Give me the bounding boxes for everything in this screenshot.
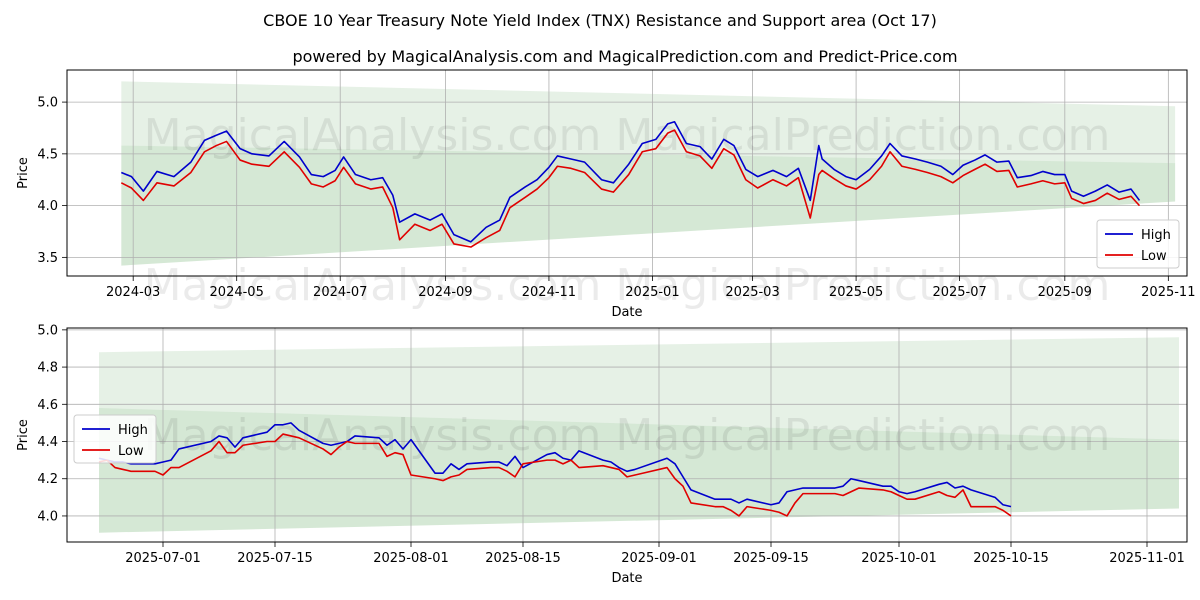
x-tick-label: 2025-09 (1038, 285, 1092, 300)
x-tick-label: 2025-10-15 (973, 551, 1049, 566)
y-tick-label: 4.4 (37, 435, 58, 450)
y-tick-label: 4.0 (37, 199, 58, 214)
y-tick-label: 4.8 (37, 361, 58, 376)
x-tick-label: 2025-07-01 (125, 551, 201, 566)
low-series-line (120, 129, 1141, 248)
y-tick-label: 3.5 (37, 251, 58, 266)
legend-label-low: Low (118, 444, 144, 459)
y-tick-label: 5.0 (37, 323, 58, 338)
legend-label-low: Low (1141, 249, 1167, 264)
high-series-line (98, 422, 1012, 508)
x-tick-label: 2025-11-01 (1109, 551, 1185, 566)
watermark: MagicalAnalysis.com MagicalPrediction.co… (144, 410, 1111, 461)
x-tick-label: 2025-07-15 (237, 551, 313, 566)
x-axis-label: Date (611, 571, 642, 586)
chart-title: CBOE 10 Year Treasury Note Yield Index (… (263, 11, 937, 30)
plot-frame (66, 327, 1188, 543)
legend-label-high: High (118, 423, 148, 438)
legend-label-high: High (1141, 228, 1171, 243)
legend: High Low (73, 414, 157, 464)
x-tick-label: 2025-03 (725, 285, 779, 300)
y-tick-label: 4.5 (37, 147, 58, 162)
x-axis-label: Date (611, 305, 642, 320)
plot-frame (66, 69, 1188, 277)
x-tick-label: 2024-11 (522, 285, 576, 300)
y-tick-label: 4.6 (37, 398, 58, 413)
watermark: MagicalAnalysis.com MagicalPrediction.co… (144, 110, 1111, 161)
x-tick-label: 2025-07 (932, 285, 986, 300)
x-tick-label: 2025-11 (1141, 285, 1195, 300)
x-tick-label: 2024-09 (418, 285, 472, 300)
x-tick-label: 2024-03 (106, 285, 160, 300)
top-panel-chart: 2024-03 2024-05 2024-07 2024-09 2024-11 2025-… (16, 69, 1195, 320)
watermark: MagicalAnalysis.com MagicalPrediction.co… (144, 260, 1111, 311)
y-tick-label: 4.0 (37, 509, 58, 524)
x-tick-label: 2025-10-01 (861, 551, 937, 566)
x-tick-label: 2025-01 (625, 285, 679, 300)
y-axis-label: Price (16, 419, 31, 451)
y-tick-label: 5.0 (37, 96, 58, 111)
x-tick-label: 2025-09-15 (733, 551, 809, 566)
x-tick-label: 2025-08-15 (485, 551, 561, 566)
chart-subtitle: powered by MagicalAnalysis.com and Magic… (292, 47, 957, 66)
x-tick-label: 2024-05 (210, 285, 264, 300)
high-series-line (120, 120, 1141, 243)
bottom-panel-chart: 2025-07-01 2025-07-15 2025-08-01 2025-08-15… (16, 323, 1188, 586)
x-tick-label: 2025-08-01 (373, 551, 449, 566)
y-tick-label: 4.2 (37, 472, 58, 487)
support-area-band (99, 408, 1179, 533)
legend-box (1096, 219, 1180, 269)
legend: High Low (1096, 219, 1180, 269)
y-axis-label: Price (16, 157, 31, 189)
x-tick-label: 2025-05 (829, 285, 883, 300)
low-series-line (98, 433, 1012, 517)
x-tick-label: 2024-07 (313, 285, 367, 300)
legend-box (73, 414, 157, 464)
resistance-area-band (99, 337, 1179, 440)
x-tick-label: 2025-09-01 (621, 551, 697, 566)
